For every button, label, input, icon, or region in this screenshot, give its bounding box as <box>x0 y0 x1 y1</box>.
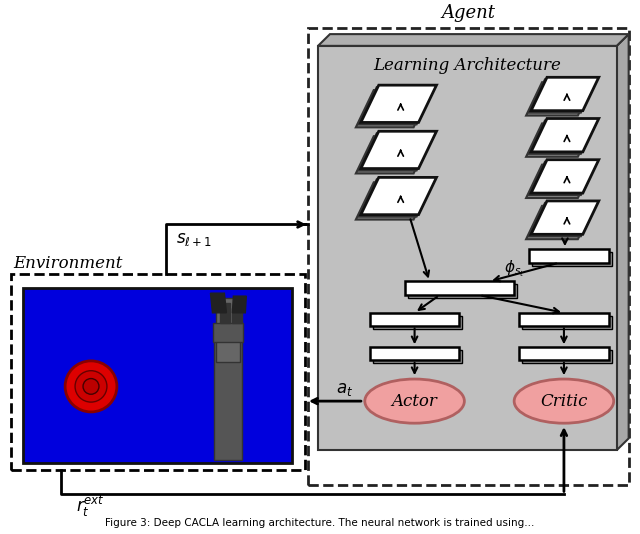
Polygon shape <box>529 79 596 113</box>
Polygon shape <box>529 121 596 154</box>
Polygon shape <box>526 123 594 157</box>
Bar <box>408 284 517 298</box>
Bar <box>519 347 609 360</box>
Bar <box>370 313 460 326</box>
Bar <box>23 288 292 463</box>
Text: Figure 3: Deep CACLA learning architecture. The neural network is trained using.: Figure 3: Deep CACLA learning architectu… <box>106 518 534 528</box>
Polygon shape <box>526 206 594 239</box>
Polygon shape <box>232 308 243 323</box>
Polygon shape <box>220 303 230 323</box>
Bar <box>522 350 612 363</box>
Polygon shape <box>361 85 436 122</box>
Polygon shape <box>531 77 599 111</box>
Polygon shape <box>356 182 431 219</box>
Polygon shape <box>617 34 628 450</box>
Ellipse shape <box>365 379 465 423</box>
Bar <box>372 316 462 328</box>
Bar <box>12 273 305 470</box>
Polygon shape <box>529 162 596 195</box>
Polygon shape <box>318 34 628 46</box>
Text: $s_{\ell+1}$: $s_{\ell+1}$ <box>175 231 212 248</box>
Text: Actor: Actor <box>392 392 438 410</box>
Polygon shape <box>526 164 594 198</box>
Polygon shape <box>232 296 246 313</box>
Ellipse shape <box>514 379 614 423</box>
Circle shape <box>65 361 117 412</box>
Bar <box>529 249 609 263</box>
Text: Critic: Critic <box>540 392 588 410</box>
Polygon shape <box>531 160 599 193</box>
Polygon shape <box>359 179 435 217</box>
Bar <box>522 316 612 328</box>
Polygon shape <box>529 203 596 236</box>
Polygon shape <box>361 177 436 215</box>
Polygon shape <box>531 201 599 234</box>
Circle shape <box>75 371 107 402</box>
Text: Agent: Agent <box>442 4 495 22</box>
Polygon shape <box>361 131 436 169</box>
Bar <box>532 252 612 266</box>
Bar <box>216 298 241 362</box>
Polygon shape <box>356 136 431 174</box>
Bar <box>372 350 462 363</box>
Bar <box>318 46 617 450</box>
Bar <box>370 347 460 360</box>
Polygon shape <box>359 87 435 124</box>
Bar <box>308 28 628 484</box>
Polygon shape <box>356 90 431 127</box>
Bar <box>214 333 243 460</box>
Polygon shape <box>531 119 599 152</box>
Text: $r_t^{ext}$: $r_t^{ext}$ <box>76 493 105 519</box>
Bar <box>214 323 243 342</box>
Polygon shape <box>211 293 227 313</box>
Circle shape <box>83 379 99 394</box>
Bar <box>404 281 514 295</box>
Bar <box>519 313 609 326</box>
Text: $a_t$: $a_t$ <box>337 381 353 398</box>
Text: Environment: Environment <box>13 255 123 272</box>
Text: Learning Architecture: Learning Architecture <box>373 57 561 74</box>
Polygon shape <box>359 133 435 170</box>
Text: $\phi_{s_t}$: $\phi_{s_t}$ <box>504 258 525 279</box>
Polygon shape <box>526 82 594 115</box>
